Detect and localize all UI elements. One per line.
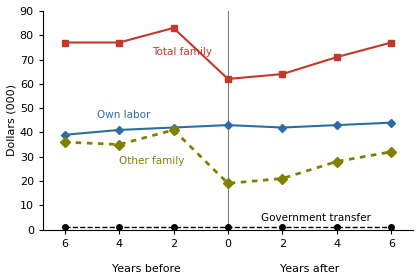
Y-axis label: Dollars (000): Dollars (000) <box>7 84 17 156</box>
Text: Government transfer: Government transfer <box>261 213 370 223</box>
Text: Years before: Years before <box>112 263 181 274</box>
Text: Own labor: Own labor <box>97 110 151 120</box>
Text: Total family: Total family <box>152 47 212 57</box>
Text: Years after: Years after <box>280 263 339 274</box>
Text: Other family: Other family <box>119 156 184 166</box>
